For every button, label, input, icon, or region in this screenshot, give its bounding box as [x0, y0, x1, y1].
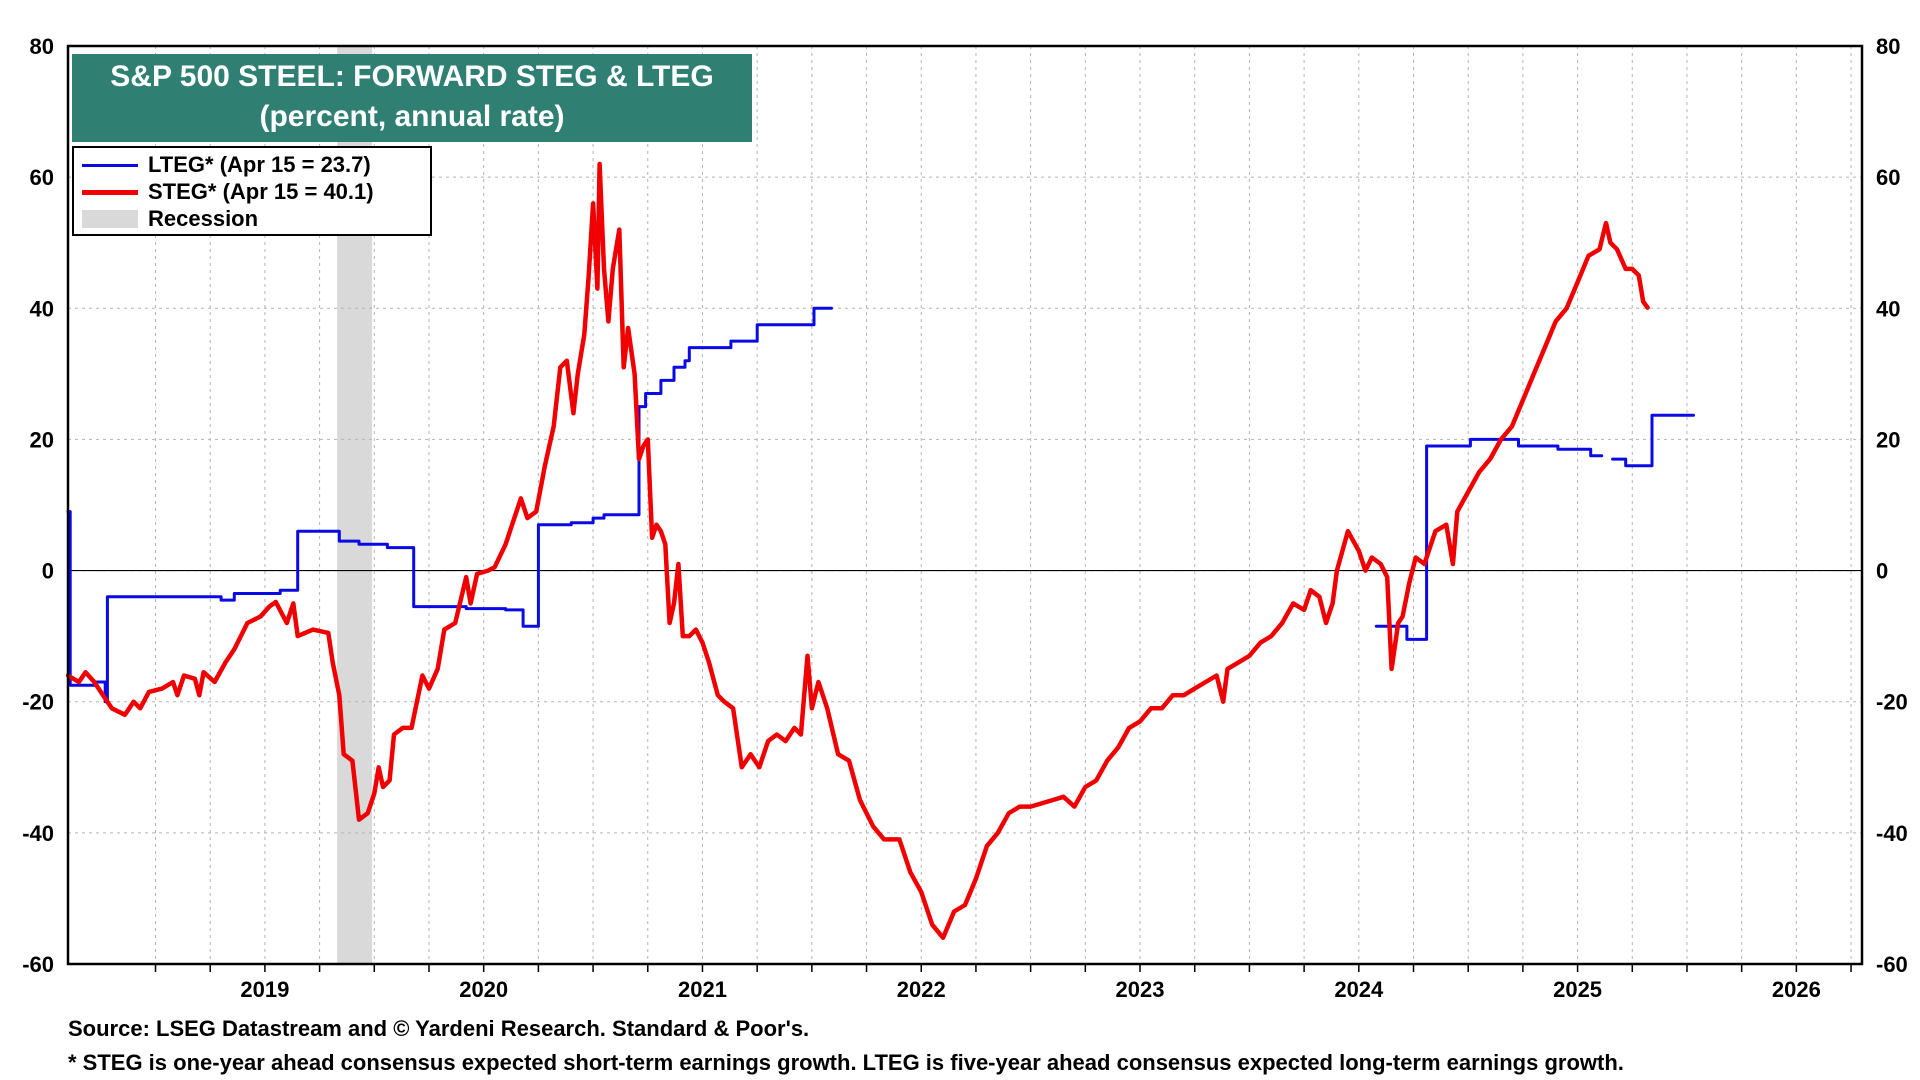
y-tick-label-right: -60	[1876, 952, 1908, 977]
y-tick-label-right: -40	[1876, 821, 1908, 846]
chart-title: S&P 500 STEEL: FORWARD STEG & LTEG	[110, 60, 714, 93]
source-note: Source: LSEG Datastream and © Yardeni Re…	[68, 1016, 810, 1041]
legend-item-lteg: LTEG* (Apr 15 = 23.7)	[82, 152, 371, 178]
legend-item-steg: STEG* (Apr 15 = 40.1)	[82, 179, 374, 205]
y-tick-label-left: 0	[42, 559, 54, 584]
y-tick-label-right: 60	[1876, 165, 1900, 190]
y-tick-label-right: 80	[1876, 34, 1900, 59]
plot-frame	[66, 44, 1864, 966]
x-tick-label: 2026	[1772, 977, 1821, 1002]
steg-line-3	[65, 161, 1650, 941]
y-tick-label-right: 0	[1876, 559, 1888, 584]
legend: LTEG* (Apr 15 = 23.7) STEG* (Apr 15 = 40…	[72, 146, 432, 236]
y-axis-left: -60 -40 -20 0 20 40 60 80	[22, 34, 54, 977]
y-tick-label-right: -20	[1876, 690, 1908, 715]
series-layer	[65, 161, 1695, 941]
y-axis-right: -60 -40 -20 0 20 40 60 80	[1876, 34, 1908, 977]
y-tick-label-left: -40	[22, 821, 54, 846]
lteg-line-0	[66, 306, 833, 704]
x-tick-label: 2021	[678, 977, 727, 1002]
y-tick-label-left: 20	[30, 427, 54, 452]
chart-subtitle: (percent, annual rate)	[259, 100, 565, 133]
x-tick-label: 2024	[1334, 977, 1384, 1002]
x-axis: 2019 2020 2021 2022 2023 2024 2025 2026	[154, 964, 1852, 1002]
y-tick-label-right: 20	[1876, 427, 1900, 452]
legend-label-recession: Recession	[148, 206, 259, 231]
grid-layer	[68, 46, 1862, 964]
x-tick-label: 2025	[1553, 977, 1602, 1002]
legend-label-lteg: LTEG* (Apr 15 = 23.7)	[148, 152, 371, 177]
footnote: * STEG is one-year ahead consensus expec…	[68, 1050, 1624, 1075]
x-tick-label: 2019	[240, 977, 289, 1002]
y-tick-label-left: -20	[22, 690, 54, 715]
recession-swatch	[82, 210, 138, 228]
legend-label-steg: STEG* (Apr 15 = 40.1)	[148, 179, 374, 204]
x-tick-label: 2022	[897, 977, 946, 1002]
y-tick-label-left: 80	[30, 34, 54, 59]
lteg-line-2	[1611, 413, 1695, 468]
y-tick-label-right: 40	[1876, 296, 1900, 321]
y-tick-label-left: -60	[22, 952, 54, 977]
y-tick-label-left: 40	[30, 296, 54, 321]
x-tick-label: 2020	[459, 977, 508, 1002]
steg-swatch	[82, 189, 138, 195]
lteg-line-1	[1374, 437, 1604, 641]
x-tick-label: 2023	[1116, 977, 1165, 1002]
lteg-swatch	[82, 163, 138, 167]
chart-title-box: S&P 500 STEEL: FORWARD STEG & LTEG (perc…	[72, 54, 752, 142]
legend-item-recession: Recession	[82, 206, 258, 232]
y-tick-label-left: 60	[30, 165, 54, 190]
